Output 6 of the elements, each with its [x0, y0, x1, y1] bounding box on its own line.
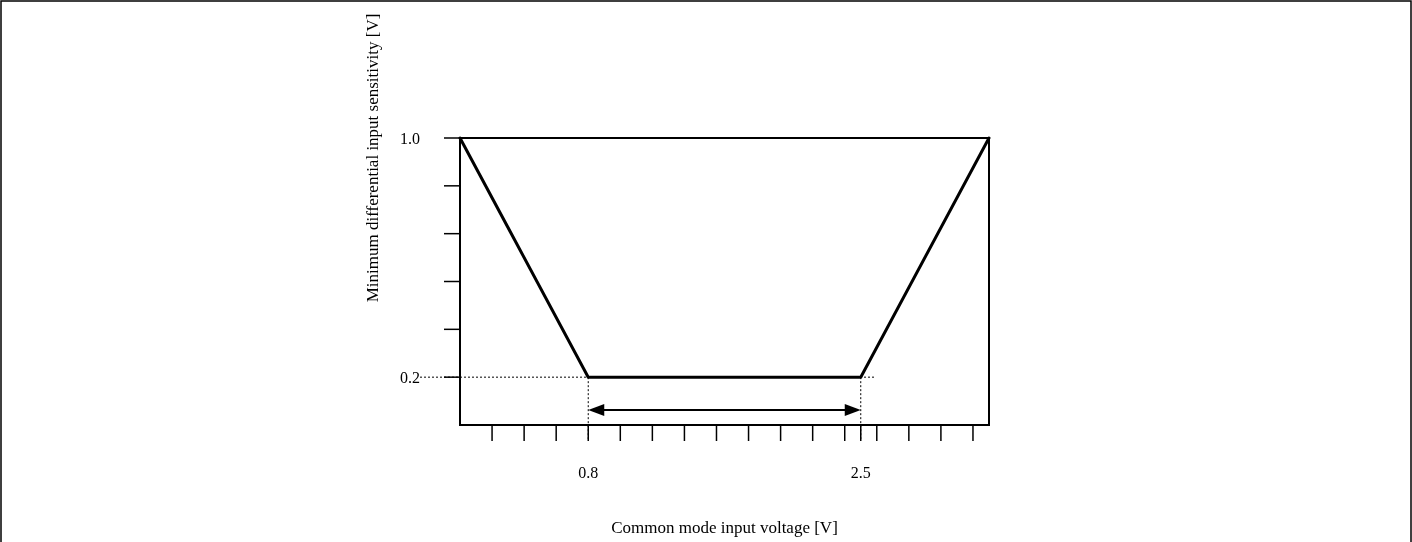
y-axis-title: Minimum differential input sensitivity [V]	[363, 13, 382, 303]
x-axis-title: Common mode input voltage [V]	[611, 518, 838, 537]
x-tick-label: 0.8	[578, 463, 599, 481]
y-tick-label: 0.2	[400, 368, 420, 386]
y-tick-label: 1.0	[400, 129, 420, 147]
x-tick-label: 2.5	[850, 463, 871, 481]
